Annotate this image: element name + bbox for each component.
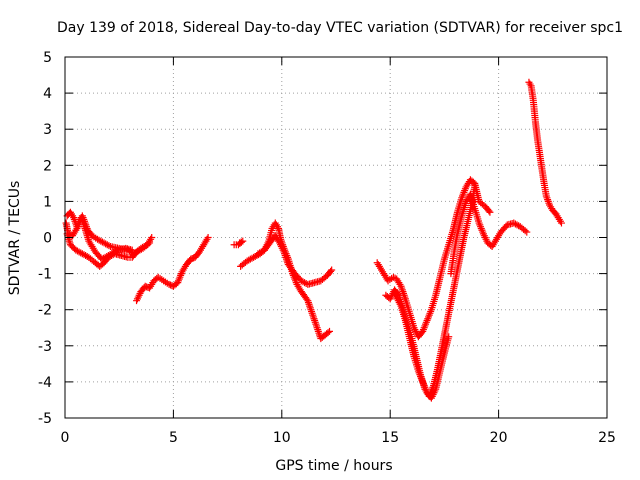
data-point [486,208,494,216]
data-point [325,327,333,335]
data-point [526,80,534,88]
tick-labels: 0 5 10 15 20 25 -5 -4 -3 -2 -1 0 1 2 3 4 5 [38,50,616,446]
series-seg-l [525,78,565,227]
data-point [471,181,479,189]
data-point [148,234,156,241]
data-point [485,207,493,215]
series-seg-k [447,190,531,278]
y-tick-label: -1 [38,267,52,283]
x-tick-label: 20 [490,430,508,446]
x-tick-label: 0 [61,430,70,446]
data-point [328,266,336,274]
y-tick-label: -4 [38,375,52,391]
data-point [324,329,332,337]
y-tick-label: 0 [43,231,52,247]
series-seg-c [62,214,136,263]
data-point [513,221,521,229]
series-seg-e [230,237,247,249]
data-point [523,228,531,236]
data-point [557,219,565,227]
data-point [128,246,136,254]
y-tick-label: 5 [43,50,52,66]
y-tick-label: -5 [38,411,52,427]
tick-marks [64,56,608,419]
series-seg-d [133,234,212,305]
x-tick-label: 5 [169,430,178,446]
data-point [521,227,529,235]
data-point [236,239,244,247]
series-seg-f [237,232,336,288]
data-point [204,234,212,241]
y-tick-label: 1 [43,194,52,210]
data-point [146,239,154,247]
x-tick-label: 10 [273,430,291,446]
grid [65,57,607,418]
series-seg-g [254,219,333,343]
series-seg-i [382,181,479,400]
data-point [445,333,453,341]
data-point [144,240,152,248]
chart-title: Day 139 of 2018, Sidereal Day-to-day VTE… [57,20,623,36]
y-tick-label: -3 [38,339,52,355]
x-axis-label: GPS time / hours [275,458,392,474]
data-point [237,238,245,246]
y-tick-label: 2 [43,158,52,174]
data-series-layer [62,78,565,402]
series-seg-b [63,230,154,270]
data-point [301,279,309,287]
y-axis-label: SDTVAR / TECUs [7,181,23,296]
data-point [303,295,311,303]
series-seg-j [391,289,453,402]
y-tick-label: 3 [43,122,52,138]
y-tick-label: -2 [38,303,52,319]
y-tick-label: 4 [43,86,52,102]
data-point [105,242,113,250]
data-point [327,267,335,275]
x-tick-label: 25 [598,430,616,446]
x-tick-label: 15 [381,430,399,446]
